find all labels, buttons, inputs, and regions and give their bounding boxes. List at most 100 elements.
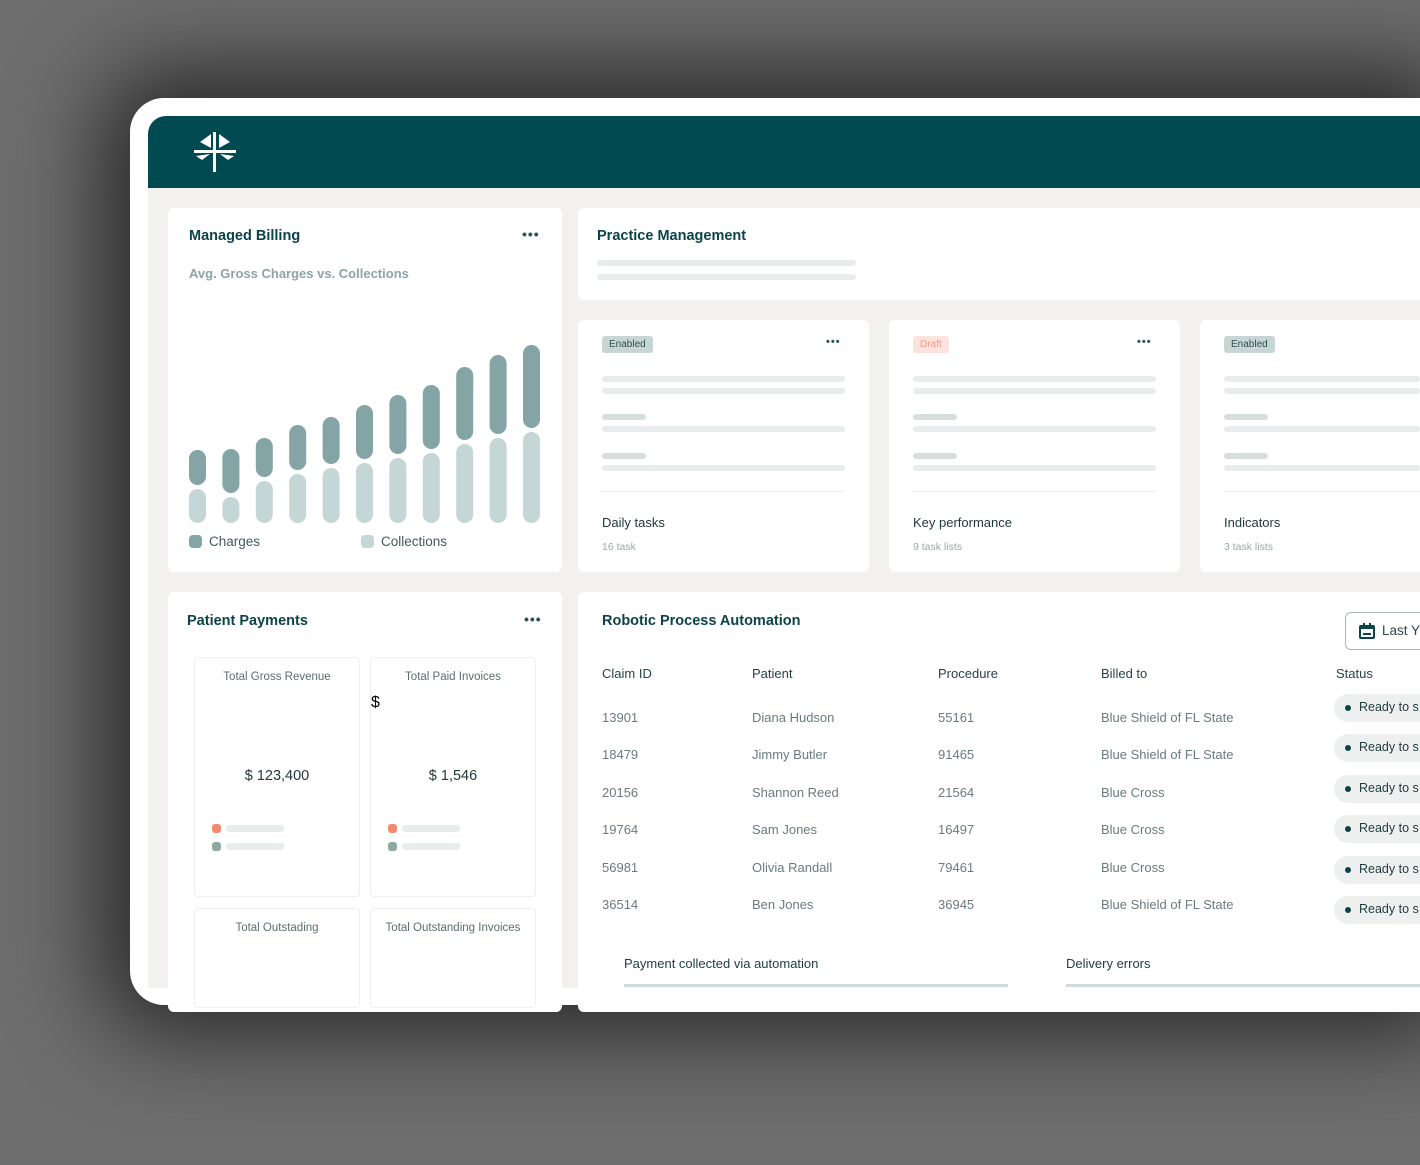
skeleton-line [1224, 414, 1268, 420]
legend-swatch [361, 535, 374, 548]
donut-chart: $ [371, 694, 380, 712]
table-cell[interactable]: Blue Shield of FL State [1101, 747, 1234, 763]
bar-collections [489, 438, 507, 523]
chart-subtitle: Avg. Gross Charges vs. Collections [189, 266, 409, 281]
skeleton-line [1224, 453, 1268, 459]
table-cell[interactable]: 19764 [602, 822, 639, 838]
skeleton-line [913, 453, 957, 459]
stat-value: $ 1,546 [428, 768, 478, 784]
status-badge: Ready to s [1334, 855, 1420, 884]
table-cell[interactable]: 36945 [938, 897, 975, 912]
rpa-card: Robotic Process Automation Last Y Paymen… [578, 592, 1420, 1012]
table-cell[interactable]: Blue Shield of FL State [1101, 710, 1234, 725]
bar-charges [222, 449, 240, 493]
bar-collections [255, 481, 273, 523]
stat-label: Total Paid Invoices [405, 671, 501, 683]
status-badge: Enabled [602, 336, 653, 353]
table-cell[interactable]: Shannon Reed [752, 784, 839, 800]
more-horizontal-icon[interactable]: ••• [524, 611, 542, 627]
skeleton-line [913, 388, 1156, 394]
skeleton-line [597, 274, 856, 280]
table-cell[interactable]: Ben Jones [752, 897, 814, 912]
skeleton-line [602, 414, 646, 420]
skeleton-line [1224, 465, 1420, 471]
date-filter-button[interactable]: Last Y [1345, 612, 1420, 650]
invoice-dollar-icon: $ [371, 694, 380, 711]
status-badge: Ready to s [1334, 815, 1420, 844]
legend-charges: Charges [189, 534, 260, 549]
date-filter-label: Last Y [1382, 623, 1420, 638]
skeleton-line [226, 843, 284, 850]
stat-card[interactable]: Total Outstading [194, 908, 360, 1008]
column-header[interactable]: Patient [752, 666, 793, 681]
skeleton-line [602, 388, 845, 394]
column-header[interactable]: Procedure [938, 666, 998, 681]
task-card[interactable]: Enabled Indicators 3 task lists [1200, 320, 1420, 572]
column-header[interactable]: Status [1336, 666, 1373, 681]
top-bar [148, 116, 1420, 188]
table-cell[interactable]: 21564 [938, 784, 975, 800]
skeleton-line [602, 453, 646, 459]
table-cell[interactable]: Olivia Randall [752, 859, 833, 875]
legend-label: Charges [209, 534, 261, 549]
table-cell[interactable]: 79461 [938, 859, 975, 875]
table-cell[interactable]: 18479 [602, 747, 639, 763]
divider [913, 491, 1156, 492]
table-cell[interactable]: Sam Jones [752, 822, 818, 838]
table-cell[interactable]: 36514 [602, 897, 639, 912]
legend-dot [388, 824, 397, 833]
column-header[interactable]: Claim ID [602, 666, 652, 681]
column-header[interactable]: Billed to [1101, 666, 1148, 681]
table-cell[interactable]: 91465 [938, 747, 975, 763]
skeleton-line [602, 376, 845, 382]
more-horizontal-icon[interactable]: ••• [522, 226, 540, 242]
skeleton-line [1224, 388, 1420, 394]
task-card-subtitle: 16 task [602, 541, 636, 553]
skeleton-line [1224, 426, 1420, 432]
task-card-title: Key performance [913, 515, 1012, 530]
skeleton-line [402, 825, 460, 832]
bar-collections [356, 463, 373, 523]
table-cell[interactable]: 56981 [602, 859, 639, 875]
bar-charges [289, 425, 307, 470]
task-card[interactable]: Draft ••• Key performance 9 task lists [889, 320, 1180, 572]
footer-delivery-errors: Delivery errors [1066, 956, 1151, 971]
task-card-subtitle: 3 task lists [1224, 541, 1274, 553]
stat-card[interactable]: Total Paid Invoices $ $ 1,546 [370, 657, 536, 897]
device-frame: Managed Billing ••• Avg. Gross Charges v… [130, 98, 1420, 1012]
status-badge: Ready to s [1334, 734, 1420, 763]
svg-text:$: $ [371, 694, 380, 711]
stat-label: Total Outstanding Invoices [385, 922, 521, 934]
skeleton-line [602, 465, 845, 471]
table-cell[interactable]: Diana Hudson [752, 710, 835, 725]
progress-bar [624, 984, 1008, 987]
legend-dot [212, 842, 221, 851]
table-cell[interactable]: Blue Shield of FL State [1101, 897, 1234, 912]
table-cell[interactable]: Blue Cross [1101, 859, 1165, 875]
table-cell[interactable]: 55161 [938, 710, 975, 725]
task-card-title: Daily tasks [602, 515, 665, 530]
stat-card[interactable]: Total Outstanding Invoices [370, 908, 536, 1008]
bar-charges [456, 367, 474, 440]
status-badge: Draft [913, 336, 949, 353]
bar-charges [489, 355, 507, 434]
bar-charges [322, 417, 340, 464]
stat-value: $ 123,400 [244, 768, 310, 784]
stat-card[interactable]: Total Gross Revenue $ 123,400 [194, 657, 360, 897]
table-cell[interactable]: 16497 [938, 822, 975, 838]
bar-charges [523, 345, 540, 428]
more-horizontal-icon[interactable]: ••• [1137, 336, 1152, 348]
table-cell[interactable]: Blue Cross [1101, 822, 1165, 838]
more-horizontal-icon[interactable]: ••• [826, 336, 841, 348]
table-cell[interactable]: 20156 [602, 784, 639, 800]
bar-collections [322, 468, 340, 523]
task-card[interactable]: Enabled ••• Daily tasks 16 task [578, 320, 869, 572]
card-title: Patient Payments [187, 613, 308, 629]
stat-label: Total Gross Revenue [223, 671, 331, 683]
bar-charges [389, 395, 407, 454]
card-title: Robotic Process Automation [602, 613, 801, 629]
bar-charges [356, 405, 373, 459]
table-cell[interactable]: Jimmy Butler [752, 747, 828, 763]
table-cell[interactable]: Blue Cross [1101, 784, 1165, 800]
table-cell[interactable]: 13901 [602, 710, 639, 725]
